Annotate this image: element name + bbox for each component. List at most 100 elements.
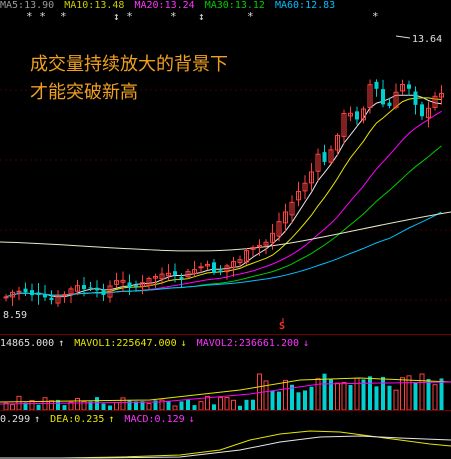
candle-body <box>381 89 385 105</box>
candle-body <box>387 102 392 106</box>
candle-body <box>95 287 99 291</box>
candle-body <box>82 285 86 290</box>
volume-bar <box>426 379 431 410</box>
candle-body <box>23 288 28 293</box>
dea-value: DEA:0.235 <box>50 414 105 425</box>
volume-bar <box>335 382 340 410</box>
candle-body <box>341 112 347 137</box>
volume-bar <box>212 404 216 410</box>
candlestick-chart[interactable]: 13.64 8.59 S <box>0 22 451 342</box>
marker-row: * * * ↕ * * ↕ * * <box>0 10 451 24</box>
marker: * <box>60 10 67 23</box>
ma-item: MA10:13.48 <box>64 0 125 11</box>
volume-bar <box>166 401 171 410</box>
volume-bar <box>277 391 281 410</box>
volume-bar <box>432 384 438 410</box>
candle-body <box>36 292 41 296</box>
volume-ma-line <box>0 377 451 403</box>
panel-divider <box>0 410 451 411</box>
volume-bar <box>49 400 54 410</box>
volume-bar <box>198 401 204 410</box>
marker: * * <box>26 10 46 23</box>
volume-bar <box>296 392 301 410</box>
dif-line <box>0 430 451 459</box>
candle-body <box>348 112 353 117</box>
up-arrow-icon: ↑ <box>58 338 65 349</box>
candles <box>3 79 444 307</box>
volume-bar <box>341 381 347 410</box>
candle-body <box>127 282 132 289</box>
candle-body <box>224 265 230 273</box>
volume-bar <box>251 399 255 410</box>
volume-bar <box>108 405 112 410</box>
volume-bar <box>88 401 93 410</box>
low-price-label: 8.59 <box>3 310 27 321</box>
candle-body <box>153 276 158 279</box>
volume-bar <box>23 402 28 410</box>
up-arrow-icon: ↑ <box>34 414 41 425</box>
candle-body <box>179 277 184 280</box>
candle-body <box>205 263 210 267</box>
candle-body <box>173 271 177 275</box>
volume-bar <box>270 390 275 410</box>
candle-body <box>185 271 191 278</box>
volume-bar <box>290 384 294 410</box>
candle-body <box>400 83 405 92</box>
ma-line <box>5 145 442 298</box>
high-marker: 13.64 <box>395 34 442 45</box>
candle-body <box>159 273 165 280</box>
volume-bar <box>120 397 126 410</box>
candle-body <box>231 261 236 268</box>
marker: * <box>170 10 177 23</box>
candle-body <box>283 211 288 224</box>
volume-info-strip: 14865.000 ↑ MAVOL1:225647.000 ↓ MAVOL2:236… <box>0 338 451 352</box>
candle-body <box>432 95 438 108</box>
candle-body <box>270 232 275 243</box>
candle-body <box>237 259 243 263</box>
candle-body <box>374 81 379 89</box>
volume-bar <box>322 373 327 410</box>
volume-bar <box>16 395 22 410</box>
panel-divider <box>0 334 451 335</box>
candle-body <box>166 272 171 277</box>
volume-bar <box>315 378 321 410</box>
macd-value: MACD:0.129 <box>124 414 185 425</box>
candle-body <box>355 111 359 120</box>
candle-body <box>101 289 106 296</box>
volume-bar <box>62 405 67 410</box>
up-arrow-icon: ↑ <box>108 414 115 425</box>
volume-ma-line <box>0 381 451 405</box>
ma-line <box>5 94 442 298</box>
volume-bar <box>283 379 288 410</box>
volume-ma-lines <box>0 377 451 405</box>
volume-bar <box>309 386 314 410</box>
candle-body <box>114 280 119 285</box>
volume-bar <box>75 397 80 410</box>
volume-bar <box>56 399 60 410</box>
candle-body <box>68 288 74 295</box>
ma-item: MA30:13.12 <box>204 0 265 11</box>
volume-bar <box>303 390 307 410</box>
candle-body <box>49 297 54 301</box>
volume-bar <box>10 404 15 410</box>
volume-bar <box>368 376 372 410</box>
volume-bar <box>36 404 41 410</box>
candle-body <box>426 107 431 119</box>
volume-bar <box>140 401 145 410</box>
candle-body <box>43 294 47 298</box>
volume-bar <box>263 380 269 410</box>
candle-body <box>146 277 152 286</box>
volume-bar <box>406 375 412 410</box>
macd-info-strip: 0.299 ↑ DEA:0.235 ↑ MACD:0.129 ↓ <box>0 414 451 428</box>
macd-chart[interactable] <box>0 428 451 459</box>
candle-body <box>263 241 269 246</box>
volume-bar <box>231 399 236 410</box>
candle-body <box>407 84 411 89</box>
volume-chart[interactable] <box>0 352 451 410</box>
candle-body <box>212 262 216 273</box>
volume-bar <box>192 405 197 410</box>
volume-bar <box>3 402 9 410</box>
mavol1-value: MAVOL1:225647.000 <box>74 338 177 349</box>
volume-bar <box>159 399 165 410</box>
annotation-line-1: 成交量持续放大的背景下 <box>30 54 228 75</box>
